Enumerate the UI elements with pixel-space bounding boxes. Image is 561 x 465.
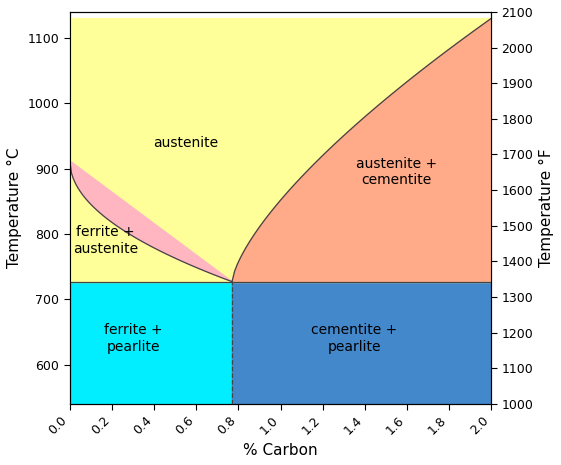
- Polygon shape: [232, 19, 491, 282]
- Text: ferrite +
pearlite: ferrite + pearlite: [104, 323, 162, 353]
- Y-axis label: Temperature °F: Temperature °F: [539, 148, 554, 267]
- Text: ferrite +
austenite: ferrite + austenite: [73, 226, 138, 256]
- Y-axis label: Temperature °C: Temperature °C: [7, 147, 22, 268]
- Polygon shape: [70, 161, 232, 282]
- Polygon shape: [70, 282, 232, 404]
- Text: austenite: austenite: [153, 135, 218, 150]
- Text: cementite +
pearlite: cementite + pearlite: [311, 323, 397, 353]
- Polygon shape: [232, 19, 491, 282]
- Polygon shape: [232, 282, 491, 404]
- X-axis label: % Carbon: % Carbon: [243, 443, 318, 458]
- Text: austenite +
cementite: austenite + cementite: [356, 157, 437, 187]
- Polygon shape: [70, 19, 491, 282]
